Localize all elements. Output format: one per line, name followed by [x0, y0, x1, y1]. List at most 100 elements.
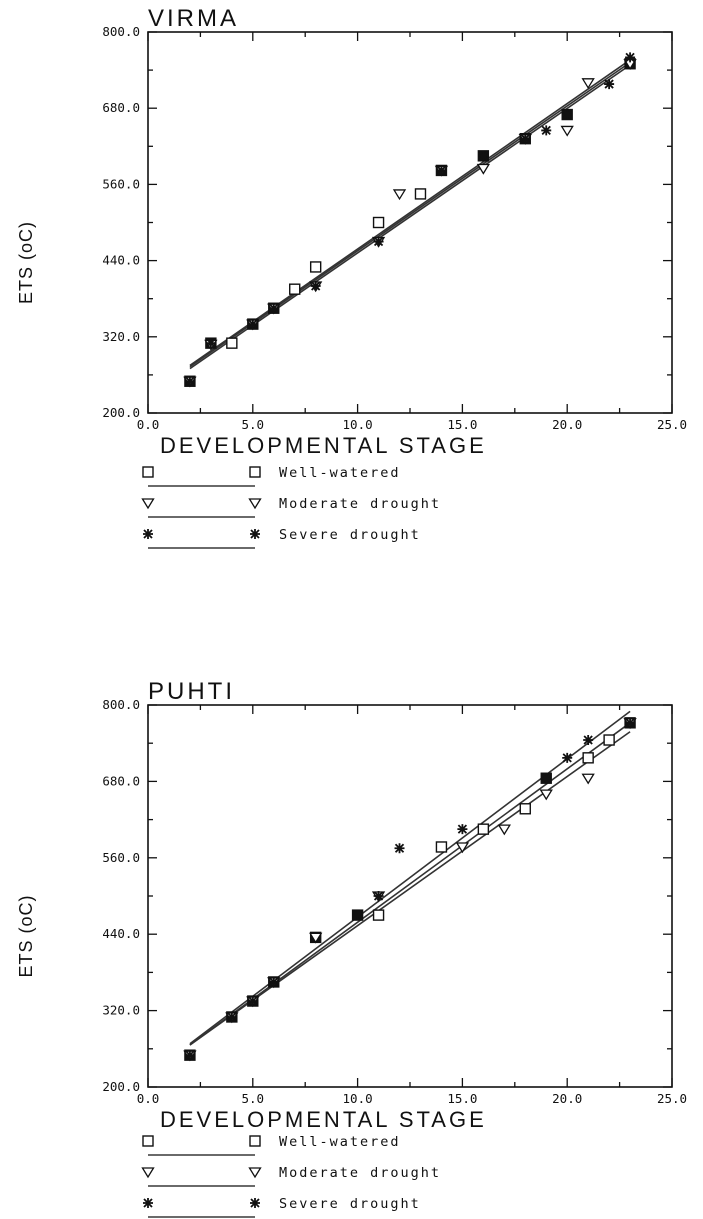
- data-point: [268, 303, 279, 314]
- data-point: [560, 125, 574, 137]
- data-point: [205, 338, 216, 349]
- data-point: [581, 773, 595, 785]
- x-axis-label: DEVELOPMENTAL STAGE: [160, 433, 487, 458]
- legend-label: Moderate drought: [279, 1165, 441, 1181]
- data-point: [352, 910, 363, 921]
- data-point: [372, 216, 385, 229]
- legend-label: Well-watered: [279, 1134, 401, 1150]
- fit-line: [189, 64, 631, 370]
- legend-label: Severe drought: [279, 527, 421, 543]
- data-point: [541, 125, 552, 136]
- x-axis-label: DEVELOPMENTAL STAGE: [160, 1107, 487, 1132]
- y-tick-label: 440.0: [102, 926, 140, 941]
- y-tick-label: 560.0: [102, 176, 140, 191]
- x-tick-label: 10.0: [343, 1091, 373, 1106]
- data-point: [455, 842, 470, 854]
- data-point: [310, 281, 321, 291]
- legend-marker: [248, 1167, 262, 1179]
- data-point: [309, 932, 323, 944]
- legend-marker: [142, 466, 154, 478]
- chart-title: VIRMA: [148, 5, 239, 32]
- legend-marker: [143, 1198, 153, 1208]
- data-point: [583, 735, 594, 746]
- data-point: [372, 909, 385, 921]
- data-point: [436, 165, 447, 176]
- chart-title: PUHTI: [148, 678, 235, 705]
- data-point: [562, 752, 573, 763]
- legend-marker: [249, 1135, 261, 1147]
- y-tick-label: 200.0: [102, 405, 140, 420]
- data-point: [184, 1050, 195, 1061]
- y-tick-label: 800.0: [102, 697, 140, 712]
- data-point: [414, 188, 427, 200]
- x-tick-label: 25.0: [657, 417, 687, 432]
- y-tick-label: 680.0: [102, 773, 140, 788]
- data-point: [520, 133, 531, 144]
- x-tick-label: 20.0: [552, 1091, 582, 1106]
- x-tick-label: 0.0: [137, 1091, 160, 1106]
- legend-label: Moderate drought: [279, 496, 441, 512]
- legend-marker: [141, 498, 155, 510]
- data-point: [497, 824, 511, 836]
- data-point: [247, 996, 258, 1007]
- x-tick-label: 15.0: [447, 417, 477, 432]
- legend-marker: [250, 529, 260, 539]
- fit-line: [189, 722, 631, 1046]
- y-axis-label: ETS (oC): [16, 894, 36, 977]
- y-tick-label: 560.0: [102, 850, 140, 865]
- data-point: [625, 52, 636, 63]
- data-point: [539, 789, 553, 801]
- x-tick-label: 25.0: [657, 1091, 687, 1106]
- y-tick-label: 320.0: [102, 329, 140, 344]
- data-point: [184, 376, 195, 387]
- x-tick-label: 10.0: [343, 417, 373, 432]
- data-point: [604, 79, 615, 90]
- legend-label: Severe drought: [279, 1196, 421, 1212]
- data-point: [268, 976, 279, 987]
- data-point: [476, 163, 491, 175]
- chart-virma: VIRMA 0.0 5.0 10.0 15.0 20.0 25.0 200.0 320.0 440…: [16, 5, 687, 549]
- data-point: [457, 824, 468, 835]
- y-tick-label: 320.0: [102, 1003, 140, 1018]
- data-point: [373, 236, 384, 247]
- x-tick-label: 5.0: [242, 1091, 265, 1106]
- legend-label: Well-watered: [279, 465, 401, 481]
- x-tick-label: 5.0: [242, 417, 265, 432]
- y-tick-label: 440.0: [102, 253, 140, 268]
- legend-marker: [141, 1167, 155, 1179]
- data-point: [541, 773, 552, 784]
- data-point: [373, 891, 384, 901]
- plot-frame: [147, 31, 673, 414]
- fit-line: [189, 59, 631, 367]
- legend-marker: [249, 466, 261, 478]
- y-axis-label: ETS (oC): [16, 221, 36, 304]
- y-tick-label: 200.0: [102, 1079, 140, 1094]
- data-point: [582, 752, 594, 764]
- x-tick-label: 20.0: [552, 417, 582, 432]
- data-point: [477, 823, 490, 835]
- data-point: [625, 717, 636, 728]
- data-point: [309, 261, 322, 273]
- x-tick-label: 0.0: [137, 417, 160, 432]
- y-tick-label: 800.0: [102, 24, 140, 39]
- data-point: [394, 843, 405, 854]
- legend-marker: [248, 498, 262, 510]
- fit-line: [189, 61, 631, 368]
- data-point: [289, 283, 301, 295]
- legend-marker: [142, 1135, 154, 1147]
- data-point: [435, 841, 448, 853]
- x-tick-label: 15.0: [447, 1091, 477, 1106]
- legend-marker: [250, 1198, 260, 1208]
- data-point: [478, 150, 489, 161]
- chart-puhti: PUHTI 0.0 5.0 10.0 15.0 20.0 25.0 200.0 320.0 440…: [16, 678, 687, 1218]
- y-tick-label: 680.0: [102, 100, 140, 115]
- data-point: [247, 319, 258, 330]
- legend-marker: [143, 529, 153, 539]
- data-point: [581, 78, 595, 90]
- data-point: [603, 734, 615, 746]
- data-point: [392, 189, 407, 201]
- fit-line: [189, 731, 631, 1046]
- data-point: [519, 803, 531, 815]
- data-point: [226, 337, 238, 349]
